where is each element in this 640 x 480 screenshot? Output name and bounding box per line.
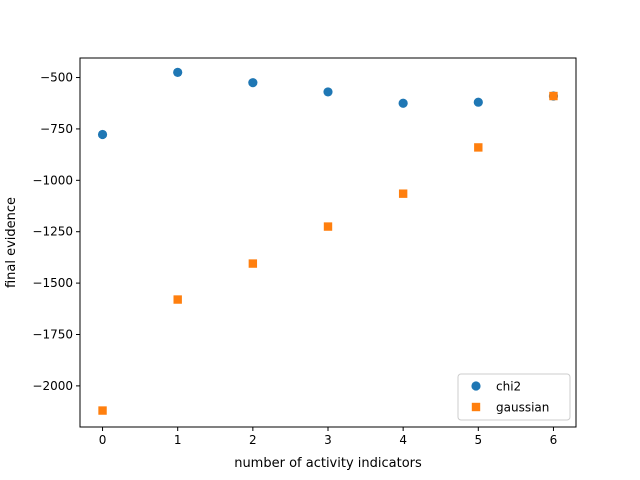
y-axis-label: final evidence: [4, 197, 19, 288]
x-tick-label: 3: [324, 433, 332, 447]
x-axis: 0 1 2 3 4 5 6: [99, 427, 558, 447]
x-tick-label: 6: [550, 433, 558, 447]
x-tick-label: 0: [99, 433, 107, 447]
plot-area: [97, 67, 559, 415]
gaussian-point: [474, 143, 483, 152]
x-tick-label: 1: [174, 433, 182, 447]
chi2-point: [173, 67, 183, 77]
y-tick-label: −500: [40, 71, 73, 85]
gaussian-point: [549, 91, 558, 101]
legend-label-chi2: chi2: [496, 380, 521, 394]
x-tick-label: 5: [474, 433, 482, 447]
chi2-point: [97, 129, 108, 140]
chi2-point: [473, 97, 483, 107]
legend: chi2 gaussian: [457, 373, 571, 421]
chi2-point: [323, 87, 333, 97]
y-axis: −500 −750 −1000 −1250 −1500 −1750 −2000: [32, 71, 80, 393]
y-tick-label: −1000: [32, 173, 73, 187]
y-tick-label: −2000: [32, 379, 73, 393]
gaussian-point: [98, 406, 107, 415]
legend-marker-gaussian: [471, 402, 481, 412]
gaussian-point: [173, 295, 182, 304]
y-tick-label: −1250: [32, 225, 73, 239]
gaussian-point: [248, 259, 258, 268]
gaussian-point: [323, 222, 333, 231]
chi2-point: [398, 98, 408, 108]
y-tick-label: −1750: [32, 327, 73, 341]
x-tick-label: 4: [399, 433, 407, 447]
y-tick-label: −1500: [32, 276, 73, 290]
legend-label-gaussian: gaussian: [496, 401, 549, 415]
y-tick-label: −750: [40, 122, 73, 136]
legend-box: [457, 373, 571, 421]
legend-marker-chi2: [471, 381, 481, 391]
gaussian-point: [398, 189, 408, 198]
x-axis-label: number of activity indicators: [234, 456, 422, 471]
chi2-point: [248, 78, 258, 88]
x-tick-label: 2: [249, 433, 257, 447]
